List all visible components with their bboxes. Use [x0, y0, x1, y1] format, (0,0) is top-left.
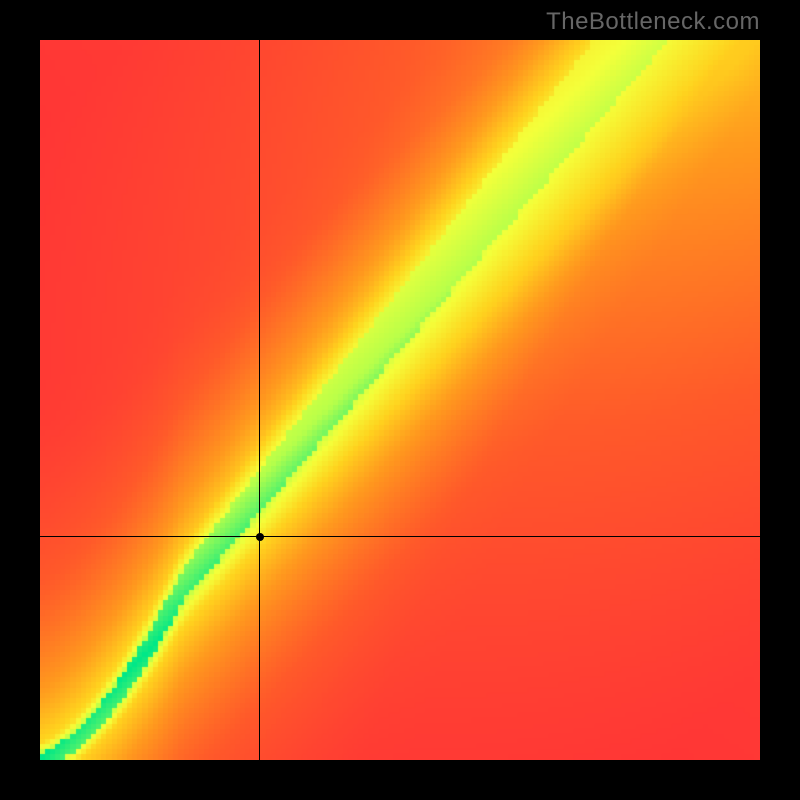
crosshair-marker-dot — [256, 533, 264, 541]
watermark-text: TheBottleneck.com — [546, 8, 760, 36]
bottleneck-heatmap — [40, 40, 760, 760]
crosshair-vertical — [259, 40, 260, 760]
crosshair-horizontal — [40, 536, 760, 537]
